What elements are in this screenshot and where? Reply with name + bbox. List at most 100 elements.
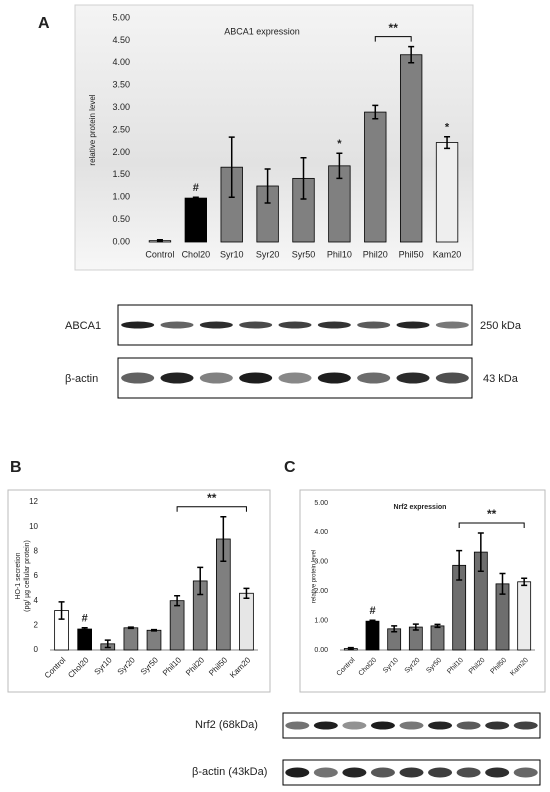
blot-label: ABCA1	[65, 320, 101, 332]
bar	[364, 111, 387, 243]
blot-band	[428, 767, 453, 778]
bar	[77, 628, 92, 651]
y-axis-label: relative protein level	[88, 94, 97, 165]
blot-band	[456, 767, 481, 778]
error-bar	[156, 239, 163, 243]
y-tick-label: 8	[34, 546, 39, 555]
blot-band	[239, 372, 273, 384]
y-tick-label: 3.00	[314, 559, 328, 566]
blot-band	[121, 372, 155, 384]
blot-band	[317, 372, 351, 384]
x-tick-label: Phil10	[327, 249, 352, 259]
blot-band	[357, 321, 391, 329]
error-bar	[192, 196, 199, 200]
panel-label: B	[10, 459, 22, 476]
blot-band	[435, 372, 469, 384]
error-bar	[174, 594, 181, 607]
error-bar	[456, 549, 463, 581]
y-axis-label: relative protein level	[312, 550, 318, 603]
bar	[169, 600, 185, 651]
error-bar	[81, 627, 88, 632]
blot-band	[357, 372, 391, 384]
blot-band	[485, 721, 510, 730]
blot-band	[313, 721, 338, 730]
error-bar	[243, 587, 250, 599]
blot-band	[317, 321, 351, 329]
error-bar	[412, 623, 419, 631]
error-bar	[521, 577, 528, 587]
x-tick-label: Kam20	[433, 249, 462, 259]
error-bar	[264, 168, 271, 204]
significance-bracket	[176, 506, 247, 512]
y-tick-label: 5.00	[112, 12, 130, 22]
annotation: #	[82, 613, 88, 625]
blot-band	[396, 321, 430, 329]
blot-band	[278, 372, 312, 384]
y-tick-label: 0.00	[112, 236, 130, 246]
annotation: #	[369, 605, 375, 617]
x-tick-label: Phil50	[399, 249, 424, 259]
panel-label: A	[38, 15, 50, 32]
bar	[517, 581, 532, 651]
blot-band	[399, 721, 424, 730]
bar	[146, 629, 162, 651]
y-tick-label: 3.50	[112, 80, 130, 90]
y-tick-label: 2.00	[112, 147, 130, 157]
blot-band	[435, 321, 469, 329]
bar	[365, 620, 380, 651]
error-bar	[151, 628, 157, 632]
blot-band	[199, 372, 233, 384]
error-bar	[444, 135, 451, 150]
annotation: **	[487, 507, 497, 521]
blot-band	[160, 372, 194, 384]
y-tick-label: 2.00	[314, 588, 328, 595]
x-tick-label: Control	[145, 249, 174, 259]
annotation: *	[445, 122, 450, 134]
error-bar	[434, 623, 441, 629]
blot-band	[485, 767, 510, 778]
blot-band	[313, 767, 338, 778]
error-bar	[220, 516, 227, 562]
blot-band	[160, 321, 194, 329]
blot-band	[121, 321, 155, 329]
blot-band	[428, 721, 453, 730]
significance-bracket	[458, 522, 525, 528]
x-tick-label: Phil20	[363, 249, 388, 259]
blot-band	[370, 767, 395, 778]
y-axis-label: HO-1 secretion	[15, 552, 22, 599]
blot-band	[342, 767, 367, 778]
y-tick-label: 4.00	[112, 57, 130, 67]
error-bar	[477, 532, 484, 572]
y-tick-label: 1.50	[112, 169, 130, 179]
y-tick-label: 4.00	[314, 529, 328, 536]
y-tick-label: 1.00	[112, 192, 130, 202]
error-bar	[372, 104, 379, 120]
annotation: *	[337, 138, 342, 150]
x-tick-label: Syr20	[256, 249, 280, 259]
y-tick-label: 3.00	[112, 102, 130, 112]
y-tick-label: 4	[34, 596, 39, 605]
error-bar	[408, 45, 415, 64]
significance-bracket	[374, 36, 412, 42]
blot-size: 250 kDa	[480, 320, 522, 332]
y-axis-label: (pg/ µg cellular protein)	[24, 540, 31, 612]
y-tick-label: 2.50	[112, 124, 130, 134]
error-bar	[104, 639, 111, 649]
blot-band	[513, 721, 538, 730]
blot-band	[513, 767, 538, 778]
error-bar	[127, 626, 134, 630]
y-tick-label: 0	[34, 645, 39, 654]
blot-band	[342, 721, 367, 730]
error-bar	[300, 157, 307, 200]
annotation: **	[207, 491, 217, 505]
error-bar	[391, 625, 398, 633]
error-bar	[347, 646, 354, 651]
bar	[123, 627, 139, 651]
blot-label: Nrf2 (68kDa)	[195, 719, 258, 731]
x-tick-label: Syr10	[220, 249, 244, 259]
y-tick-label: 0.50	[112, 214, 130, 224]
annotation: **	[389, 21, 399, 35]
error-bar	[336, 152, 343, 180]
y-tick-label: 0.00	[314, 647, 328, 654]
